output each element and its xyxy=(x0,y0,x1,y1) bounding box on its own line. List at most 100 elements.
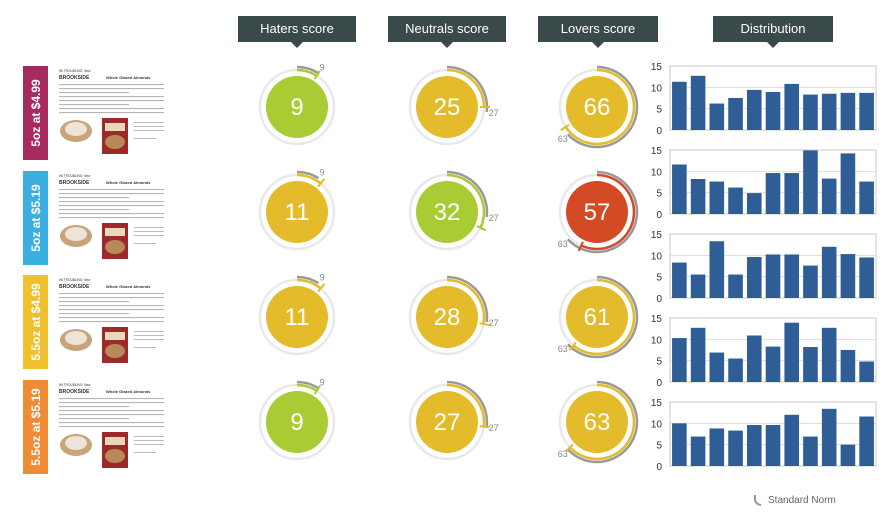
row-label: 5oz at $5.19 xyxy=(23,171,48,265)
distribution-chart: 0 5 10 15 xyxy=(651,146,877,221)
distribution-bar xyxy=(746,335,762,382)
gauge-fill xyxy=(566,391,628,453)
standard-norm-legend-icon xyxy=(754,495,762,506)
product-concept-thumbnail: WI TROUBLING: New BROOKSIDE Whole Glazed A… xyxy=(56,66,171,158)
gauge-norm-label: 63 xyxy=(558,449,568,459)
distribution-bar xyxy=(672,262,687,298)
thumb-text-line xyxy=(59,201,164,203)
score-gauge: 63 63 xyxy=(558,380,639,464)
thumb-product-name: Whole Glazed Almonds xyxy=(106,389,151,394)
distribution-bar xyxy=(803,436,818,466)
gauge-score-tick xyxy=(313,385,321,395)
gauge-score-label: 63 xyxy=(584,409,611,436)
thumb-text-line xyxy=(59,301,129,303)
thumb-text-line xyxy=(134,227,164,228)
thumb-package-label xyxy=(105,228,125,236)
gauge-norm-label: 9 xyxy=(320,62,325,72)
gauge-score-arc xyxy=(564,68,636,146)
header-lovers: Lovers score xyxy=(538,16,658,48)
distribution-bar xyxy=(859,181,874,214)
thumb-text-line xyxy=(134,126,164,127)
thumb-text-line xyxy=(59,313,129,315)
distribution-bar xyxy=(840,92,856,130)
legend-label: Standard Norm xyxy=(768,495,836,506)
thumb-text-line xyxy=(59,309,164,311)
gauge-score-arc xyxy=(569,383,636,461)
thumb-product-name: Whole Glazed Almonds xyxy=(106,180,151,185)
thumb-almond-highlight xyxy=(65,227,87,241)
thumb-text-line xyxy=(59,104,129,106)
thumb-text-line xyxy=(134,347,156,348)
distribution-bar xyxy=(709,352,725,382)
distribution-bar xyxy=(709,241,725,298)
distribution-bar xyxy=(840,350,856,382)
gauge-norm-arc xyxy=(446,275,489,323)
thumb-package-nuts xyxy=(105,135,125,149)
gauge-fill xyxy=(416,286,478,348)
distribution-bar xyxy=(840,444,856,466)
y-tick-label: 5 xyxy=(656,189,662,200)
thumb-product-name: Whole Glazed Almonds xyxy=(106,284,151,289)
gauge-score-tick xyxy=(577,241,584,252)
distribution-bar xyxy=(765,425,781,466)
thumb-text-line xyxy=(134,436,164,437)
distribution-bar xyxy=(784,322,800,382)
gauge-fill xyxy=(416,76,478,138)
gauge-norm-arc xyxy=(296,275,320,285)
gauge-score-label: 9 xyxy=(290,409,303,436)
gauge-norm-arc xyxy=(446,170,489,218)
thumb-text-line xyxy=(59,96,164,98)
thumb-text-line xyxy=(59,100,164,102)
row-label: 5.5oz at $4.99 xyxy=(23,275,48,369)
gauge-norm-arc xyxy=(566,380,639,464)
score-gauge: 27 27 xyxy=(408,380,499,461)
gauge-score-arc xyxy=(446,173,486,229)
thumb-header: WI TROUBLING: New xyxy=(59,69,91,73)
distribution-bar xyxy=(728,274,743,298)
thumb-brand: BROOKSIDE xyxy=(59,389,90,395)
thumb-header: WI TROUBLING: New xyxy=(59,278,91,282)
gauge-fill xyxy=(416,391,478,453)
thumb-package-nuts xyxy=(105,449,125,463)
distribution-bar xyxy=(821,327,837,382)
thumb-text-line xyxy=(59,189,164,191)
thumb-text-line xyxy=(59,418,129,420)
y-tick-label: 10 xyxy=(651,419,663,430)
gauge-norm-arc xyxy=(566,65,639,149)
thumb-text-line xyxy=(59,108,164,110)
thumb-text-line xyxy=(134,335,164,336)
distribution-bar xyxy=(746,425,762,466)
thumb-text-line xyxy=(59,193,164,195)
distribution-chart: 0 5 10 15 xyxy=(651,230,877,305)
gauge-norm-arc xyxy=(296,170,320,180)
thumb-text-line xyxy=(134,331,164,332)
thumb-text-line xyxy=(59,398,164,400)
gauge-score-label: 61 xyxy=(584,304,611,331)
y-tick-label: 10 xyxy=(651,251,663,262)
y-tick-label: 5 xyxy=(656,357,662,368)
thumb-text-line xyxy=(59,426,164,428)
distribution-bar xyxy=(821,408,837,466)
header-haters: Haters score xyxy=(238,16,356,48)
gauge-norm-arc xyxy=(566,170,639,254)
y-tick-label: 15 xyxy=(651,146,663,157)
thumb-package-label xyxy=(105,332,125,340)
distribution-bar xyxy=(746,257,762,298)
thumb-text-line xyxy=(134,440,164,441)
thumb-text-line xyxy=(59,317,164,319)
product-concept-thumbnail: WI TROUBLING: New BROOKSIDE Whole Glazed A… xyxy=(56,171,171,263)
distribution-bar xyxy=(728,358,743,382)
gauge-norm-label: 27 xyxy=(489,423,499,433)
gauge-score-label: 28 xyxy=(434,304,461,331)
thumb-product-name: Whole Glazed Almonds xyxy=(106,75,151,80)
gauge-norm-arc xyxy=(566,275,639,359)
gauge-score-arc xyxy=(296,173,322,185)
gauge-fill xyxy=(266,76,328,138)
gauge-norm-arc xyxy=(446,380,489,428)
distribution-bar xyxy=(859,92,874,130)
gauge-score-tick xyxy=(568,341,577,351)
gauge-score-arc xyxy=(580,173,636,251)
thumb-text-line xyxy=(59,209,129,211)
gauge-norm-label: 9 xyxy=(320,272,325,282)
